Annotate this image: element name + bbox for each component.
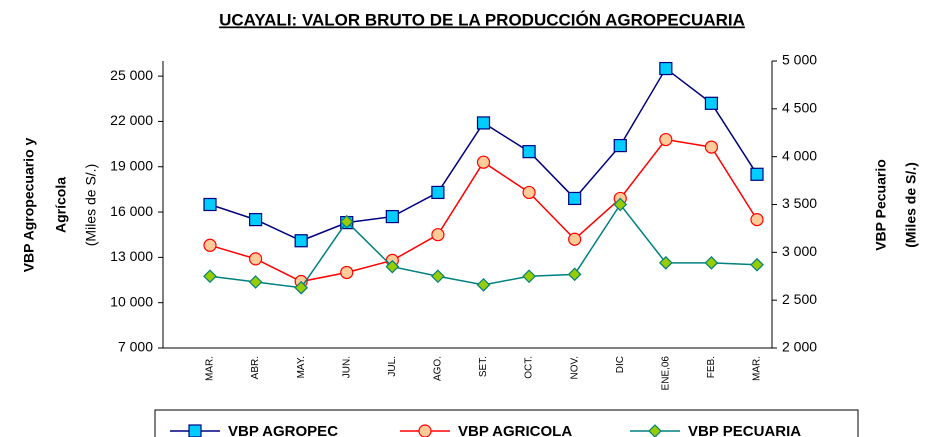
series-line — [209, 67, 758, 242]
marker — [476, 278, 491, 292]
marker — [248, 275, 263, 289]
y-tick-label: 16 000 — [110, 203, 153, 219]
legend-label: VBP PECUARIA — [688, 423, 801, 437]
y-tick-label: 10 000 — [110, 293, 153, 309]
marker — [750, 167, 764, 181]
marker — [704, 140, 719, 154]
marker — [476, 116, 491, 130]
marker — [339, 214, 354, 229]
marker — [750, 213, 764, 227]
y2-tick-label: 4 500 — [782, 100, 817, 116]
marker — [522, 185, 536, 200]
marker — [522, 145, 536, 159]
marker — [750, 257, 764, 272]
marker — [385, 259, 400, 274]
y2-axis-label: VBP Pecuario — [873, 159, 889, 251]
x-tick-label: ENE,06 — [660, 356, 671, 391]
marker — [613, 197, 628, 212]
marker — [568, 232, 582, 246]
x-tick-label: JUN. — [341, 356, 352, 378]
series-line — [209, 203, 758, 289]
marker — [704, 96, 719, 110]
x-tick-label: MAR. — [752, 356, 763, 381]
legend-marker — [418, 424, 432, 437]
y-tick-label: 22 000 — [110, 112, 153, 128]
y2-tick-label: 3 000 — [782, 243, 817, 259]
y-axis-label: Agrícola — [53, 177, 69, 233]
marker — [659, 61, 673, 76]
marker — [203, 269, 217, 284]
marker — [203, 197, 217, 212]
legend-label: VBP AGRICOLA — [458, 423, 572, 437]
marker — [340, 265, 354, 280]
x-tick-label: AGO. — [433, 356, 444, 381]
marker — [248, 252, 263, 266]
x-tick-label: DIC — [615, 356, 626, 373]
x-tick-label: FEB. — [706, 356, 717, 378]
x-tick-label: OCT. — [524, 356, 535, 379]
y-tick-label: 19 000 — [110, 157, 153, 173]
y2-tick-label: 2 000 — [782, 339, 817, 355]
marker — [294, 234, 308, 248]
x-tick-label: MAR. — [205, 356, 216, 381]
legend-marker — [648, 424, 662, 437]
x-tick-label: ABR. — [250, 356, 261, 379]
marker — [203, 238, 217, 252]
y-axis-label: VBP Agropecuario y — [21, 137, 37, 272]
marker — [704, 256, 719, 270]
x-tick-label: NOV. — [569, 356, 580, 380]
legend-label: VBP AGROPEC — [228, 423, 338, 437]
legend-marker — [188, 424, 202, 437]
marker — [431, 269, 445, 284]
y2-axis-units: (Miles de S/.) — [903, 162, 919, 248]
chart-title: UCAYALI: VALOR BRUTO DE LA PRODUCCIÓN AG… — [219, 10, 745, 29]
marker — [567, 267, 582, 282]
marker — [431, 185, 445, 200]
y-tick-label: 13 000 — [110, 248, 153, 264]
x-tick-label: JUL. — [387, 356, 398, 377]
marker — [568, 191, 582, 206]
y2-tick-label: 4 000 — [782, 147, 817, 163]
marker — [294, 280, 309, 295]
y2-tick-label: 2 500 — [782, 291, 817, 307]
y-tick-label: 25 000 — [110, 67, 153, 83]
y-axis-units: (Miles de S/.) — [83, 164, 99, 246]
marker — [476, 155, 491, 169]
x-tick-label: SET. — [478, 356, 489, 377]
marker — [658, 256, 673, 270]
marker — [248, 213, 263, 227]
y2-tick-label: 3 500 — [782, 195, 817, 211]
marker — [385, 209, 399, 224]
y-tick-label: 7 000 — [118, 339, 153, 355]
legend-box — [154, 409, 859, 437]
marker — [659, 132, 673, 147]
x-tick-label: MAY. — [296, 356, 307, 378]
marker — [431, 228, 445, 242]
marker — [613, 138, 627, 153]
y2-tick-label: 5 000 — [782, 52, 817, 68]
marker — [522, 269, 536, 284]
